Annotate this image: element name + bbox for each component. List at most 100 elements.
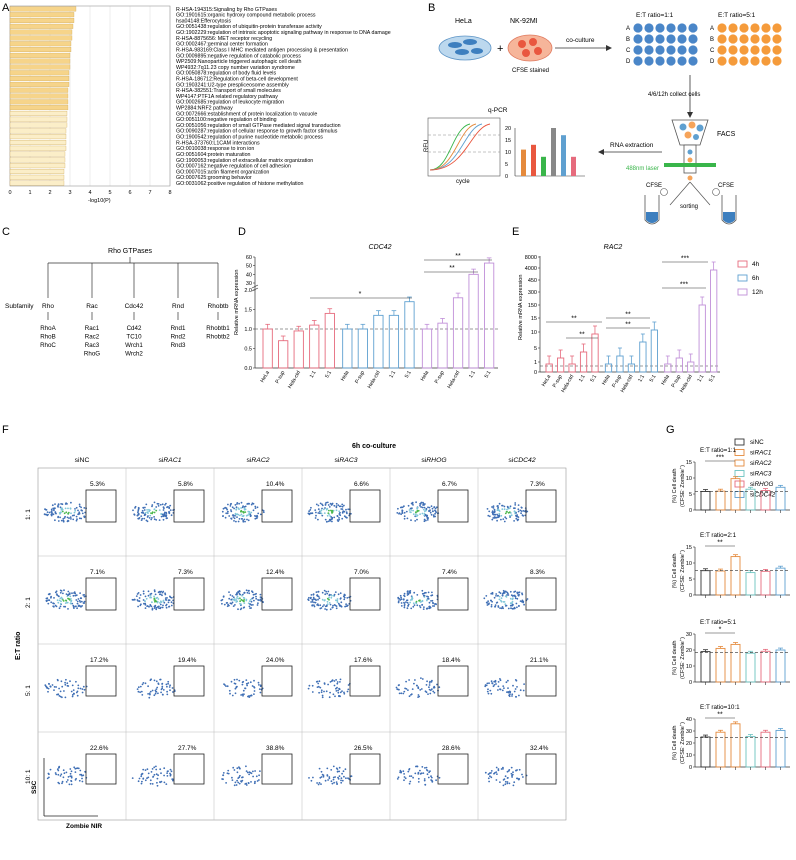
- scatter-dot: [246, 771, 249, 774]
- scatter-dot: [331, 520, 333, 523]
- scatter-dot: [336, 515, 339, 517]
- enrichment-bar: [9, 58, 71, 64]
- axis-break: [251, 287, 259, 292]
- scatter-dot: [407, 603, 410, 606]
- significance-mark: ***: [680, 282, 688, 289]
- scatter-dot: [49, 685, 52, 688]
- scatter-dot: [137, 507, 140, 510]
- scatter-dot: [316, 604, 318, 606]
- y-tick-label: 0: [689, 765, 692, 771]
- y-tick-label: 0.0: [244, 366, 252, 372]
- enrichment-bar: [9, 151, 66, 157]
- scatter-dot: [343, 515, 346, 518]
- scatter-dot: [488, 510, 491, 513]
- scatter-dot: [427, 506, 429, 509]
- scatter-dot: [151, 504, 154, 506]
- scatter-dot: [170, 601, 173, 604]
- data-bar: [775, 486, 786, 511]
- scatter-dot: [163, 781, 166, 784]
- scatter-dot: [160, 606, 162, 609]
- scatter-dot: [73, 511, 76, 514]
- family-name: Rnd: [172, 303, 184, 310]
- scatter-dot: [313, 604, 315, 606]
- scatter-dot: [140, 515, 143, 517]
- scatter-dot: [494, 681, 497, 683]
- scatter-dot: [154, 599, 157, 602]
- scatter-dot: [333, 516, 336, 519]
- term-label: GO:0007015:actin filament organization: [176, 169, 269, 175]
- scatter-dot: [501, 606, 504, 608]
- scatter-dot: [426, 519, 429, 521]
- scatter-dot: [67, 507, 69, 510]
- scatter-dot: [156, 600, 159, 603]
- scatter-dot: [518, 768, 521, 771]
- scatter-dot: [407, 605, 409, 607]
- scatter-dot: [66, 779, 69, 781]
- scatter-dot: [517, 504, 520, 506]
- scatter-dot: [515, 769, 517, 772]
- y-tick-label: 8000: [525, 255, 537, 261]
- scatter-dot: [429, 511, 432, 514]
- scatter-dot: [159, 603, 162, 606]
- scatter-dot: [337, 776, 339, 779]
- scatter-dot: [432, 510, 434, 513]
- scatter-dot: [328, 776, 331, 778]
- scatter-dot: [63, 772, 66, 775]
- scatter-dot: [337, 520, 340, 522]
- legend-label: 6h: [752, 275, 760, 282]
- scatter-dot: [340, 601, 343, 604]
- scatter-dot: [151, 607, 154, 610]
- scatter-dot: [232, 516, 235, 518]
- facs-label: FACS: [717, 131, 736, 138]
- well: [688, 56, 698, 66]
- scatter-dot: [242, 514, 245, 517]
- scatter-dot: [403, 690, 406, 693]
- scatter-dot: [317, 598, 319, 601]
- scatter-dot: [152, 775, 155, 778]
- scatter-dot: [403, 776, 406, 778]
- scatter-dot: [222, 596, 225, 598]
- scatter-dot: [486, 604, 489, 606]
- scatter-dot: [512, 684, 514, 687]
- scatter-dot: [227, 769, 230, 772]
- well: [633, 34, 643, 44]
- scatter-dot: [75, 599, 78, 601]
- scatter-dot: [70, 512, 72, 515]
- scatter-dot: [160, 513, 163, 515]
- scatter-dot: [327, 504, 330, 506]
- scatter-dot: [132, 509, 134, 512]
- scatter-dot: [159, 678, 162, 681]
- scatter-dot: [326, 597, 329, 600]
- scatter-dot: [310, 596, 312, 599]
- scatter-dot: [55, 773, 57, 776]
- scatter-dot: [63, 512, 66, 515]
- scatter-dot: [320, 691, 323, 694]
- scatter-dot: [162, 693, 164, 696]
- scatter-dot: [58, 595, 60, 598]
- scatter-dot: [224, 516, 227, 519]
- data-bar: [698, 304, 706, 373]
- row-label: 5: 1: [25, 685, 32, 696]
- family-member: Wrch2: [125, 351, 143, 358]
- scatter-dot: [416, 506, 419, 509]
- scatter-dot: [236, 779, 239, 782]
- scatter-dot: [513, 520, 515, 522]
- scatter-dot: [63, 605, 65, 608]
- x-tick-label: 5:1: [589, 374, 598, 383]
- scatter-dot: [150, 512, 152, 514]
- scatter-dot: [71, 602, 74, 605]
- enrichment-bar: [9, 52, 71, 58]
- scatter-dot: [343, 596, 346, 599]
- scatter-dot: [340, 508, 343, 510]
- scatter-dot: [154, 600, 156, 603]
- data-bar: [775, 649, 786, 683]
- scatter-dot: [72, 594, 75, 597]
- gate-box: [173, 577, 205, 611]
- subfamily-label: Subfamily: [5, 303, 34, 310]
- scatter-dot: [74, 771, 77, 773]
- scatter-dot: [240, 694, 243, 696]
- significance-mark: **: [625, 312, 631, 319]
- nk-label: NK-92MI: [510, 18, 538, 25]
